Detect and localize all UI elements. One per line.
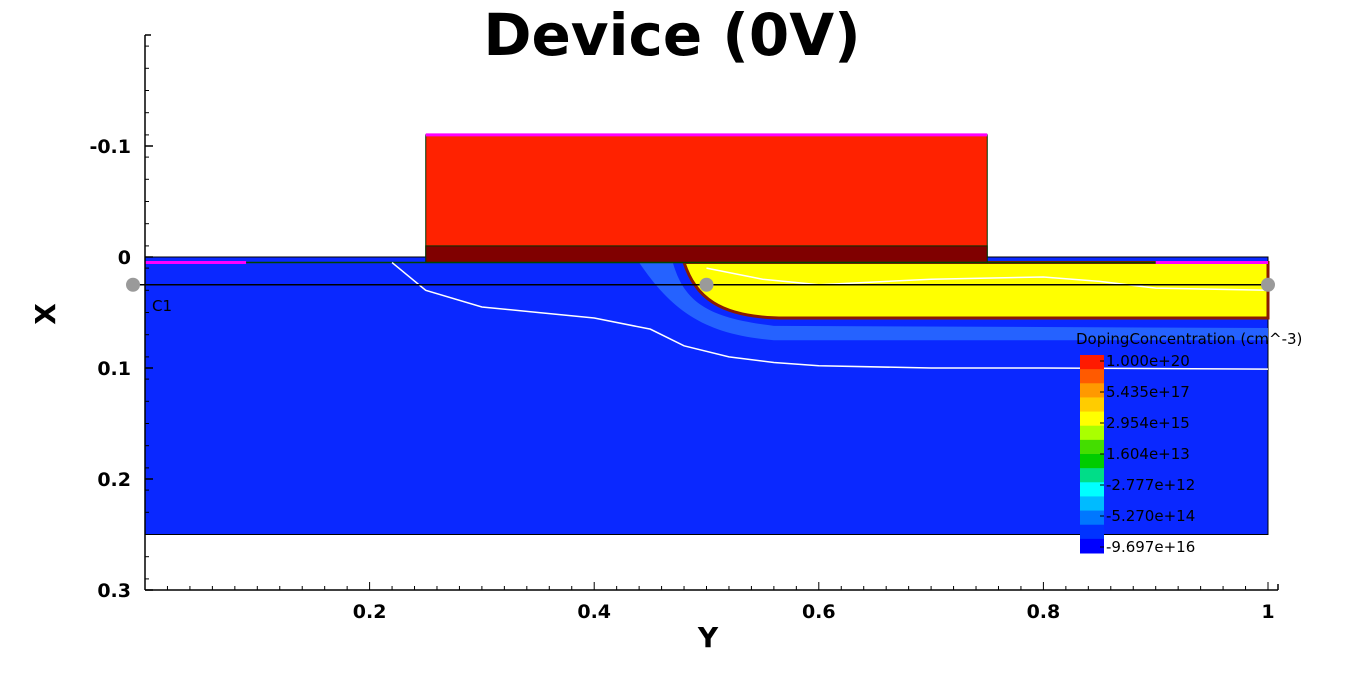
chart-title: Device (0V) <box>483 1 860 69</box>
y-tick-label: 0 <box>118 247 131 269</box>
legend-swatch <box>1080 510 1104 526</box>
legend-swatch <box>1080 369 1104 384</box>
legend-swatch <box>1080 454 1104 469</box>
legend-swatch <box>1080 397 1104 413</box>
legend-swatch <box>1080 355 1104 370</box>
legend-swatch <box>1080 496 1104 512</box>
region-drain-n <box>681 261 1270 320</box>
y-tick-label: 0.3 <box>97 580 131 602</box>
cutline-label: C1 <box>152 297 172 315</box>
axes: 0.2 0.4 0.6 0.8 1 -0.1 0 0.1 0.2 0.3 <box>89 34 1279 623</box>
legend-swatch <box>1080 524 1104 540</box>
legend-swatch <box>1080 439 1104 455</box>
region-drain-halo <box>639 262 1268 341</box>
x-tick-label: 1 <box>1261 601 1274 623</box>
legend-swatch <box>1080 482 1104 497</box>
x-tick-label: 0.4 <box>577 601 611 623</box>
y-tick-label: -0.1 <box>89 136 131 158</box>
legend-title: DopingConcentration (cm^-3) <box>1076 330 1302 348</box>
legend-label: 1.604e+13 <box>1106 445 1190 463</box>
x-tick-label: 0.8 <box>1027 601 1061 623</box>
cutline-handle[interactable] <box>126 277 140 292</box>
legend-label: 2.954e+15 <box>1106 414 1190 432</box>
legend-swatch <box>1080 411 1104 427</box>
x-axis-label: Y <box>697 621 719 654</box>
junction-contour-1 <box>391 261 1269 370</box>
x-tick-label: 0.6 <box>802 601 836 623</box>
y-axis-label: X <box>29 303 62 325</box>
cutline-handle[interactable] <box>1261 277 1275 292</box>
y-tick-label: 0.1 <box>97 358 131 380</box>
color-legend: DopingConcentration (cm^-3) 1.000e+20 5.43… <box>1076 330 1302 556</box>
junction-contours <box>391 261 1269 370</box>
legend-label: 5.435e+17 <box>1106 383 1190 401</box>
legend-swatch <box>1080 383 1104 398</box>
cutline-handle[interactable] <box>699 277 714 292</box>
junction-contour-2 <box>706 267 1269 292</box>
x-tick-label: 0.2 <box>353 601 387 623</box>
legend-swatch <box>1080 538 1104 554</box>
region-gate-oxide <box>425 245 988 264</box>
legend-label: -2.777e+12 <box>1106 476 1195 494</box>
legend-swatch <box>1080 425 1104 441</box>
region-gate <box>425 134 988 258</box>
legend-swatch <box>1080 468 1104 483</box>
legend-label: -9.697e+16 <box>1106 538 1195 556</box>
y-tick-label: 0.2 <box>97 469 131 491</box>
legend-label: -5.270e+14 <box>1106 507 1195 525</box>
legend-label: 1.000e+20 <box>1106 352 1190 370</box>
cutline-c1[interactable]: C1 <box>126 277 1275 315</box>
